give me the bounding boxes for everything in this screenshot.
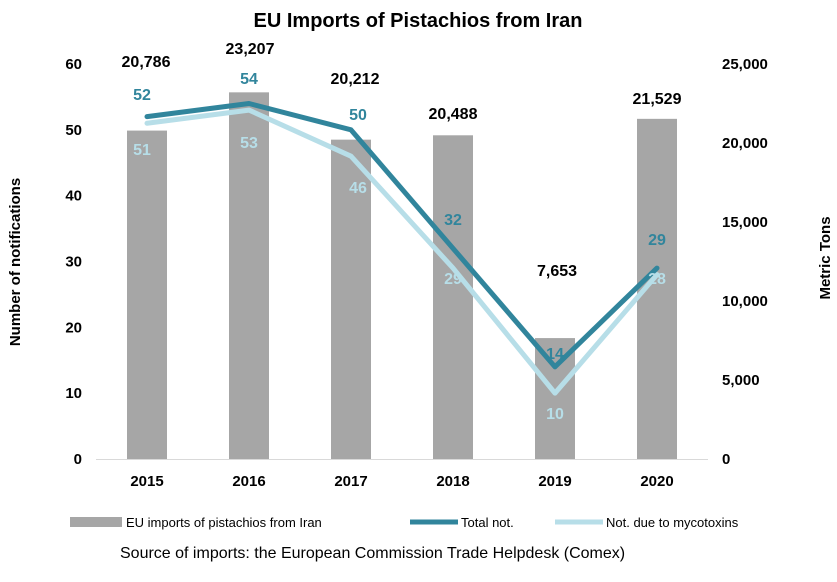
mycotoxin-data-label: 29 — [444, 271, 462, 288]
y-tick-left: 0 — [74, 451, 82, 468]
x-tick-label: 2019 — [538, 473, 571, 490]
bar-data-label: 7,653 — [537, 263, 577, 280]
source-note: Source of imports: the European Commissi… — [120, 545, 626, 562]
line-mycotoxins — [144, 107, 660, 396]
mycotoxin-data-label: 46 — [349, 180, 367, 197]
y-tick-left: 10 — [65, 385, 82, 402]
bar — [433, 135, 473, 459]
y-tick-left: 20 — [65, 319, 82, 336]
total-data-label: 29 — [648, 232, 666, 249]
mycotoxin-data-label: 10 — [546, 406, 564, 423]
x-tick-label: 2018 — [436, 473, 469, 490]
x-tick-label: 2020 — [640, 473, 673, 490]
y-axis-left-title: Number of notifications — [7, 178, 24, 346]
line-total-notifications — [144, 101, 660, 370]
total-data-label: 32 — [444, 212, 462, 229]
y-tick-right: 25,000 — [722, 56, 768, 73]
chart-title: EU Imports of Pistachios from Iran — [254, 10, 583, 32]
x-tick-label: 2017 — [334, 473, 367, 490]
x-tick-label: 2015 — [130, 473, 163, 490]
bar — [535, 338, 575, 459]
y-tick-right: 5,000 — [722, 372, 760, 389]
y-tick-left: 60 — [65, 56, 82, 73]
y-tick-left: 50 — [65, 122, 82, 139]
total-data-label: 50 — [349, 107, 367, 124]
mycotoxin-data-label: 53 — [240, 135, 258, 152]
bar-data-label: 20,488 — [429, 106, 478, 123]
legend-total-label: Total not. — [461, 515, 514, 530]
y-tick-right: 20,000 — [722, 135, 768, 152]
mycotoxin-data-label: 28 — [648, 271, 666, 288]
y-axis-right-title: Metric Tons — [817, 216, 834, 299]
bar-data-label: 23,207 — [226, 41, 275, 58]
total-data-label: 14 — [546, 346, 564, 363]
y-tick-right: 10,000 — [722, 293, 768, 310]
total-data-label: 54 — [240, 71, 258, 88]
y-tick-right: 0 — [722, 451, 730, 468]
total-data-label: 52 — [133, 87, 151, 104]
y-tick-right: 15,000 — [722, 214, 768, 231]
bar-data-label: 20,212 — [331, 71, 380, 88]
legend-mycotoxin-label: Not. due to mycotoxins — [606, 515, 739, 530]
bar — [229, 92, 269, 459]
combo-chart: EU Imports of Pistachios from Iran Number… — [7, 10, 834, 530]
legend-bar-label: EU imports of pistachios from Iran — [126, 515, 322, 530]
legend-bar-swatch — [70, 517, 122, 527]
bar-data-label: 21,529 — [633, 91, 682, 108]
mycotoxin-data-label: 51 — [133, 142, 151, 159]
y-tick-left: 30 — [65, 254, 82, 271]
bar — [127, 130, 167, 459]
bar-data-label: 20,786 — [122, 54, 171, 71]
bar — [331, 139, 371, 460]
y-tick-left: 40 — [65, 188, 82, 205]
x-tick-label: 2016 — [232, 473, 265, 490]
